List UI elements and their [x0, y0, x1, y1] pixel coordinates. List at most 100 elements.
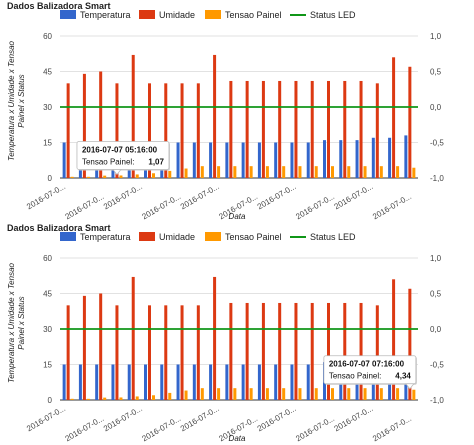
bar-tensao-painel: [168, 392, 172, 400]
bar-umidade: [375, 305, 379, 400]
bar-tensao-painel: [331, 388, 334, 400]
bar-temperatura: [209, 142, 213, 178]
bar-umidade: [310, 80, 314, 178]
bar-tensao-painel: [233, 388, 237, 400]
bar-tensao-painel: [70, 398, 74, 400]
x-tick-label: 2016-07-0...: [256, 404, 298, 433]
bar-temperatura: [355, 140, 359, 178]
y-tick-label: 30: [43, 103, 52, 112]
bar-tensao-painel: [86, 176, 90, 178]
bar-umidade: [294, 302, 298, 400]
bar-umidade: [99, 71, 103, 178]
bar-temperatura: [388, 137, 392, 178]
bar-umidade: [261, 80, 265, 178]
y2-tick-label: -1,0: [430, 396, 444, 405]
bar-tensao-painel: [184, 168, 188, 178]
bar-umidade: [164, 305, 168, 400]
x-tick-label: 2016-07-0...: [25, 182, 67, 211]
y-tick-label: 30: [43, 325, 52, 334]
bar-tensao-painel: [119, 397, 123, 400]
tooltip: 2016-07-07 05:16:00 Tensao Painel: 1,07: [76, 141, 170, 176]
y2-tick-label: 1,0: [430, 32, 442, 41]
bar-temperatura: [323, 140, 326, 178]
legend-label: Temperatura: [80, 10, 131, 20]
tooltip-value: 4,34: [395, 372, 411, 381]
x-tick-label: 2016-07-0...: [25, 404, 67, 433]
bar-temperatura: [209, 364, 213, 400]
bar-tensao-painel: [298, 166, 302, 178]
y-tick-label: 60: [43, 254, 52, 263]
x-tick-label: 2016-07-0...: [140, 192, 182, 221]
bar-tensao-painel: [168, 170, 172, 178]
bar-temperatura: [257, 142, 261, 178]
bar-umidade: [180, 83, 184, 178]
x-tick-label: 2016-07-0...: [294, 414, 336, 443]
bar-tensao-painel: [200, 388, 204, 400]
bar-tensao-painel: [412, 167, 416, 178]
x-tick-label: 2016-07-0...: [179, 404, 221, 433]
x-tick-label: 2016-07-0...: [333, 404, 375, 433]
y2-tick-label: 0,5: [430, 290, 442, 299]
bar-umidade: [294, 80, 298, 178]
bar-temperatura: [241, 364, 245, 400]
x-tick-label: 2016-07-0...: [140, 414, 182, 443]
bar-temperatura: [176, 142, 180, 178]
bar-umidade: [343, 302, 347, 400]
y2-tick-label: -0,5: [430, 139, 444, 148]
bar-tensao-painel: [249, 388, 253, 400]
bar-umidade: [131, 54, 135, 178]
tooltip-box: [323, 355, 417, 385]
x-axis-title: Data: [229, 434, 246, 443]
bar-umidade: [408, 288, 412, 400]
y-axis-title: Temperatura x Umidade x Tensao: [7, 262, 16, 382]
bar-umidade: [115, 83, 119, 178]
x-tick-label: 2016-07-0...: [333, 182, 375, 211]
bar-umidade: [245, 80, 249, 178]
bar-umidade: [310, 302, 314, 400]
bar-temperatura: [192, 364, 196, 400]
bar-tensao-painel: [363, 388, 367, 400]
tooltip: 2016-07-07 07:16:00 Tensao Painel: 4,34: [323, 355, 417, 390]
bar-tensao-painel: [103, 175, 107, 178]
legend-label: Status LED: [310, 10, 356, 20]
bar-umidade: [229, 80, 233, 178]
bar-umidade: [115, 305, 119, 400]
x-axis-title: Data: [229, 212, 246, 221]
legend-swatch: [205, 232, 221, 241]
x-tick-label: 2016-07-0...: [371, 192, 413, 221]
bar-tensao-painel: [217, 166, 221, 178]
bar-umidade: [164, 83, 168, 178]
y-tick-label: 45: [43, 68, 52, 77]
legend-swatch: [139, 10, 155, 19]
bar-umidade: [343, 80, 347, 178]
bar-temperatura: [290, 364, 294, 400]
bar-umidade: [180, 305, 184, 400]
bar-umidade: [375, 83, 379, 178]
tooltip-title: 2016-07-07 05:16:00: [82, 145, 158, 154]
y2-tick-label: 0,5: [430, 68, 442, 77]
tooltip-pointer: [112, 169, 122, 176]
y-tick-label: 15: [43, 139, 52, 148]
bar-tensao-painel: [379, 166, 383, 178]
bar-tensao-painel: [119, 175, 123, 178]
y2-tick-label: -0,5: [430, 361, 444, 370]
legend-label: Umidade: [159, 10, 195, 20]
x-tick-label: 2016-07-0...: [64, 192, 106, 221]
bar-umidade: [359, 80, 363, 178]
bar-tensao-painel: [314, 388, 318, 400]
bar-temperatura: [290, 142, 294, 178]
bar-umidade: [99, 293, 103, 400]
bar-temperatura: [192, 142, 196, 178]
bar-tensao-painel: [396, 166, 400, 178]
bar-temperatura: [62, 364, 66, 400]
bar-umidade: [196, 83, 200, 178]
bar-tensao-painel: [103, 397, 107, 400]
tooltip-value: 1,07: [148, 157, 164, 166]
bar-tensao-painel: [331, 166, 334, 178]
bar-umidade: [327, 80, 330, 178]
bar-umidade: [278, 80, 282, 178]
bar-temperatura: [176, 364, 180, 400]
x-tick-label: 2016-07-0...: [294, 192, 336, 221]
